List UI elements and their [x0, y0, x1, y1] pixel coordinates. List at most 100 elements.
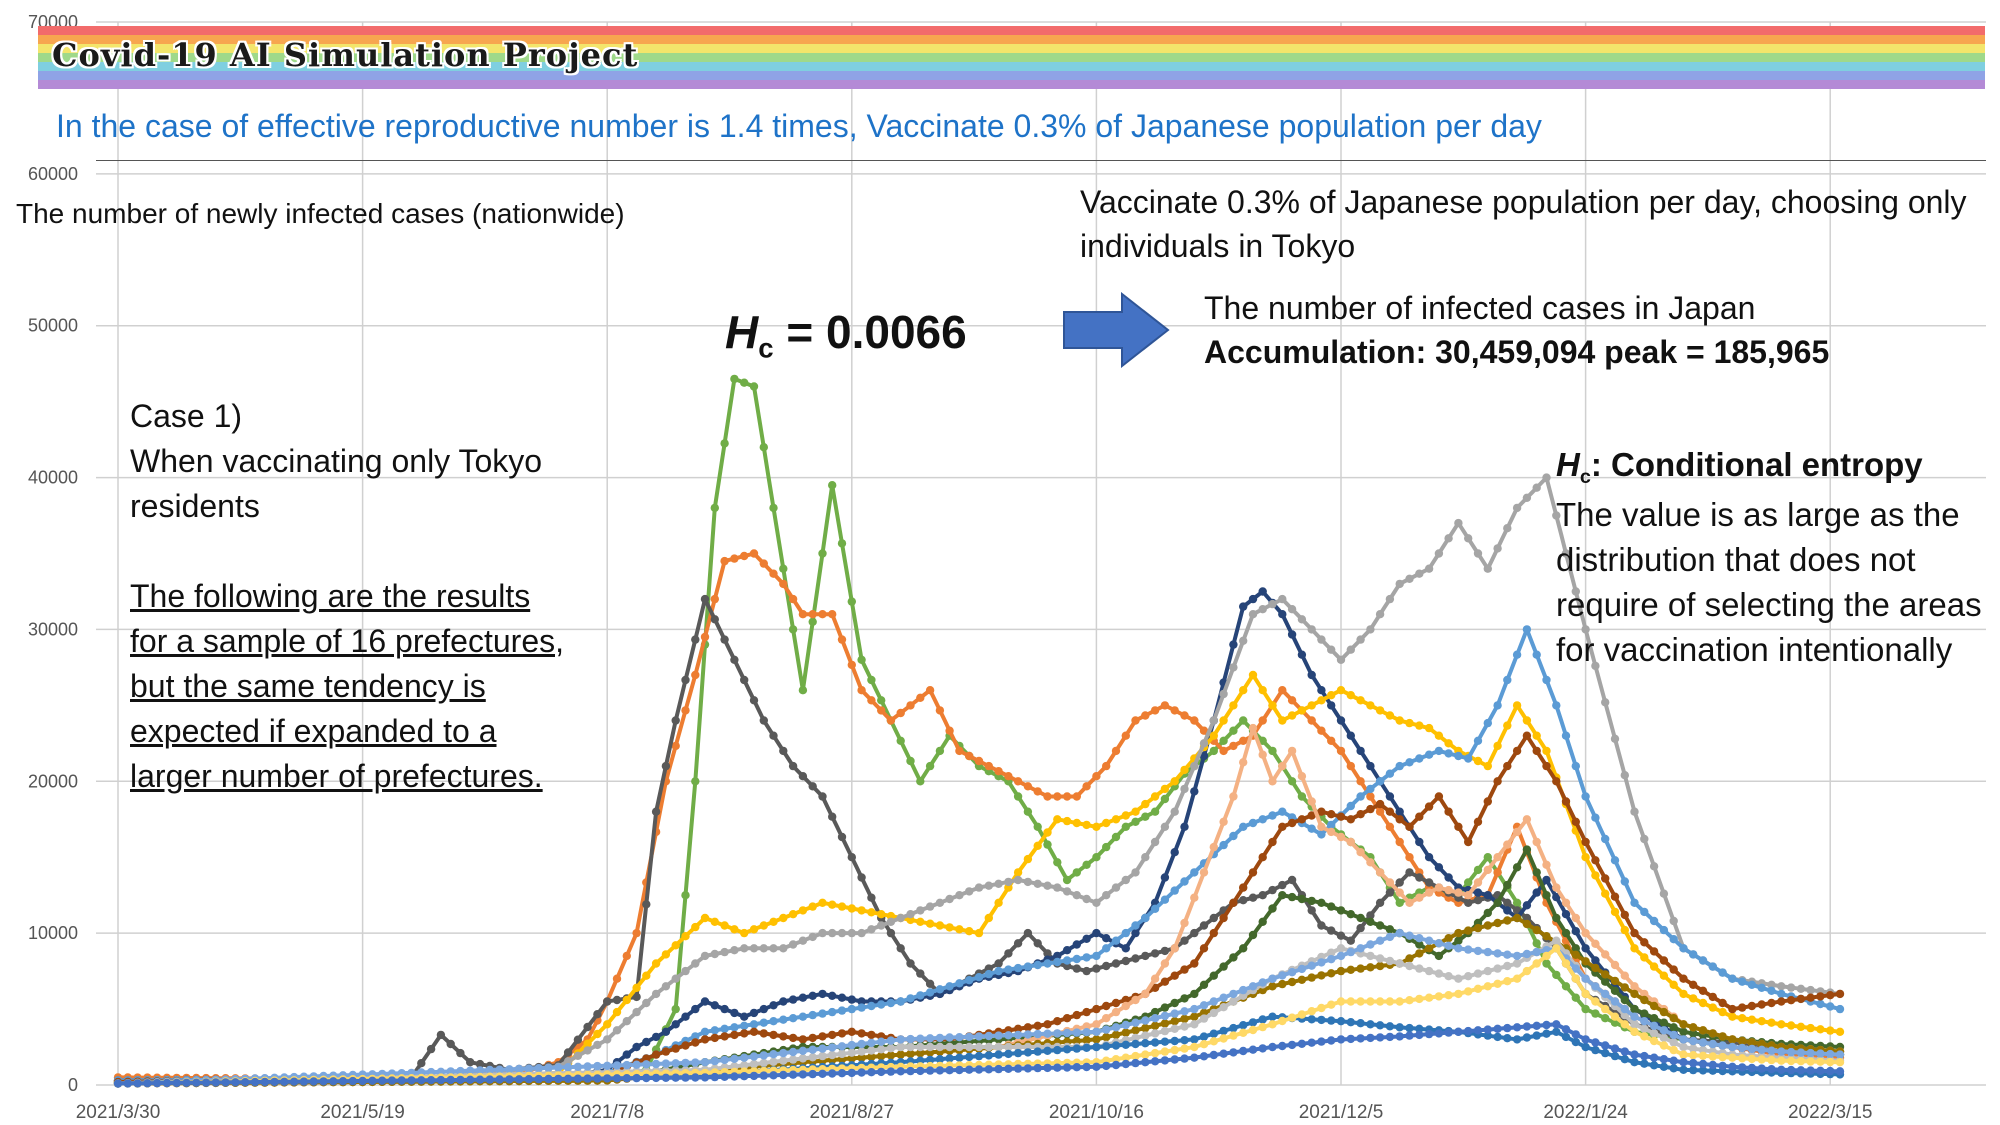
data-point: [1385, 956, 1395, 966]
data-point: [632, 1042, 641, 1052]
data-point: [1503, 880, 1512, 890]
data-point: [965, 927, 974, 936]
data-point: [1826, 1066, 1835, 1076]
data-point: [798, 1035, 808, 1044]
data-point: [1581, 989, 1590, 999]
data-point: [1366, 997, 1375, 1006]
data-point: [1659, 1007, 1669, 1017]
data-point: [710, 1033, 719, 1043]
data-point: [1542, 891, 1551, 900]
data-point: [583, 1062, 592, 1071]
data-point: [1591, 661, 1600, 671]
data-point: [925, 902, 935, 911]
data-point: [1434, 549, 1444, 558]
data-point: [1620, 877, 1630, 886]
data-point: [769, 1017, 778, 1026]
data-point: [1131, 1051, 1140, 1061]
data-point: [1160, 873, 1170, 882]
data-point: [1473, 549, 1483, 558]
data-point: [1102, 1061, 1111, 1071]
data-point: [632, 1060, 641, 1069]
data-point: [1542, 959, 1551, 968]
data-point: [798, 936, 808, 945]
data-point: [1649, 947, 1659, 956]
data-point: [681, 1012, 690, 1021]
data-point: [1327, 810, 1336, 819]
data-point: [1102, 1001, 1111, 1011]
data-point: [759, 1029, 768, 1038]
data-point: [632, 1007, 641, 1017]
data-point: [1102, 1014, 1111, 1023]
data-point: [877, 1037, 886, 1046]
data-point: [1630, 928, 1639, 938]
data-point: [886, 917, 896, 926]
data-point: [1131, 928, 1140, 938]
data-point: [1327, 948, 1336, 957]
data-point: [1141, 1039, 1150, 1048]
data-point: [1160, 701, 1170, 710]
data-point: [1542, 761, 1551, 771]
data-point: [280, 1077, 289, 1087]
right-arrow-icon: [1063, 292, 1170, 368]
data-point: [1552, 944, 1561, 953]
data-point: [1757, 1000, 1766, 1009]
data-point: [1180, 1007, 1189, 1016]
data-point: [1493, 1032, 1502, 1042]
data-point: [1464, 987, 1473, 996]
data-point: [1796, 984, 1806, 993]
data-point: [1591, 982, 1600, 991]
data-point: [671, 1073, 680, 1082]
data-point: [1542, 860, 1551, 869]
data-point: [1816, 1049, 1825, 1058]
data-point: [573, 1035, 583, 1044]
data-point: [1219, 1034, 1228, 1043]
data-point: [1532, 1021, 1541, 1030]
data-point: [1718, 998, 1727, 1008]
data-point: [1278, 979, 1287, 989]
data-point: [945, 1054, 954, 1063]
data-point: [1356, 944, 1365, 953]
data-point: [925, 1055, 935, 1065]
data-point: [1659, 1055, 1669, 1064]
data-point: [1102, 934, 1111, 943]
data-point: [1395, 761, 1404, 771]
data-point: [632, 1073, 641, 1083]
data-point: [1278, 807, 1287, 816]
data-point: [935, 898, 945, 907]
data-point: [1464, 1026, 1473, 1036]
data-point: [720, 947, 729, 957]
case-note-line: but the same tendency is: [130, 668, 486, 704]
data-point: [1424, 853, 1434, 862]
data-point: [847, 597, 856, 606]
data-point: [779, 1070, 788, 1080]
data-point: [749, 1027, 759, 1037]
data-point: [1444, 534, 1453, 543]
data-point: [1806, 1048, 1815, 1058]
data-point: [837, 635, 847, 644]
data-point: [1669, 916, 1678, 926]
data-point: [974, 1065, 984, 1074]
data-point: [1630, 807, 1639, 816]
data-point: [730, 1023, 739, 1032]
data-point: [1503, 950, 1512, 959]
data-point: [1248, 723, 1258, 733]
data-point: [1150, 1048, 1160, 1058]
data-point: [1336, 944, 1346, 953]
data-point: [1405, 954, 1414, 963]
data-point: [681, 706, 690, 715]
data-point: [1336, 931, 1346, 940]
data-point: [1160, 1047, 1170, 1056]
data-point: [1571, 993, 1581, 1002]
data-point: [837, 1049, 847, 1059]
data-point: [877, 1000, 886, 1009]
data-point: [1131, 1026, 1140, 1035]
data-point: [1424, 878, 1434, 887]
data-point: [798, 686, 808, 695]
data-point: [1209, 1037, 1219, 1046]
data-point: [1366, 858, 1375, 867]
data-point: [1297, 650, 1307, 659]
data-point: [847, 1027, 856, 1037]
data-point: [1669, 980, 1678, 989]
data-point: [1297, 1039, 1307, 1049]
data-point: [1111, 1055, 1121, 1064]
